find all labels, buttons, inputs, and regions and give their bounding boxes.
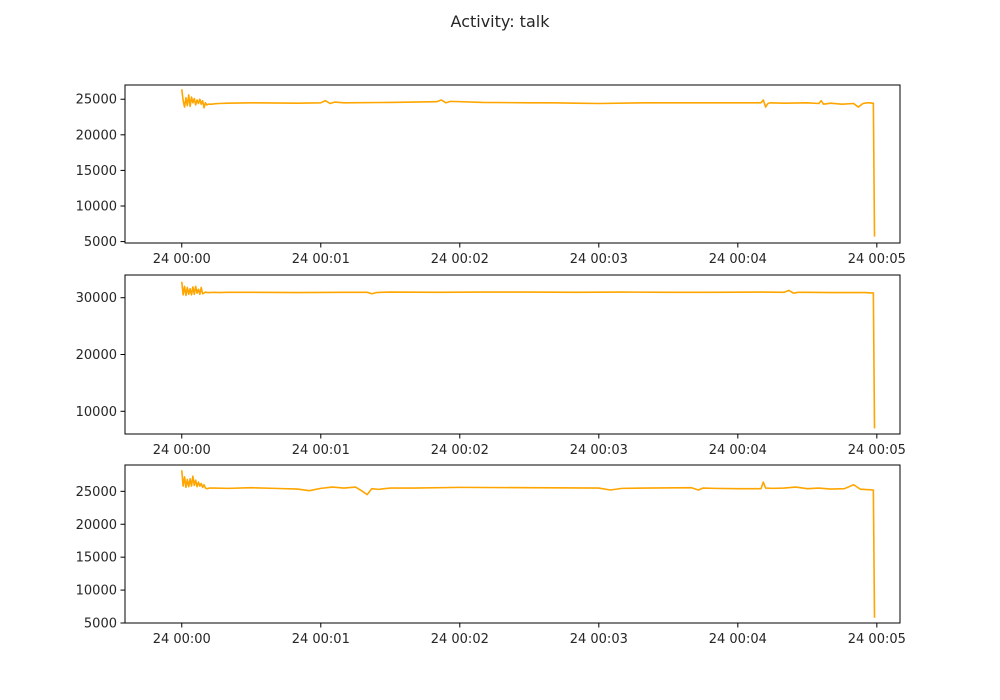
x-tick-label: 24 00:02 [431,632,489,647]
x-tick-label: 24 00:04 [709,632,767,647]
x-tick-label: 24 00:03 [570,443,628,458]
axes-frame [124,464,901,624]
x-tick-label: 24 00:03 [570,632,628,647]
x-tick-label: 24 00:05 [848,632,906,647]
subplots-group: 24 00:00 24 00:01 24 00:02 24 00:03 24 00:04… [76,84,906,647]
y-tick-label: 25000 [76,485,117,500]
axes-frame [124,84,901,244]
y-tick-label: 5000 [84,235,117,250]
y-tick-label: 20000 [76,348,117,363]
x-tick-label: 24 00:05 [848,443,906,458]
series-line-1 [180,470,876,618]
x-tick-label: 24 00:05 [848,252,906,267]
y-tick-label: 25000 [76,93,117,108]
x-tick-label: 24 00:04 [709,443,767,458]
y-tick-label: 5000 [84,617,117,632]
y-tick-label: 20000 [76,518,117,533]
y-tick-label: 10000 [76,199,117,214]
y-tick-label: 10000 [76,405,117,420]
y-tick-label: 10000 [76,584,117,599]
x-tick-label: 24 00:02 [431,443,489,458]
series-line-1 [180,89,876,237]
subplot-3: 24 00:00 24 00:01 24 00:02 24 00:03 24 00:04… [76,464,906,647]
y-tick-label: 30000 [76,291,117,306]
x-tick-label: 24 00:00 [153,252,211,267]
x-tick-label: 24 00:01 [292,632,350,647]
x-tick-label: 24 00:03 [570,252,628,267]
x-tick-label: 24 00:01 [292,252,350,267]
y-tick-label: 15000 [76,164,117,179]
x-tick-label: 24 00:00 [153,443,211,458]
figure-suptitle: Activity: talk [451,12,551,31]
subplot-1: 24 00:00 24 00:01 24 00:02 24 00:03 24 00:04… [76,84,906,267]
y-tick-label: 15000 [76,551,117,566]
subplot-2: 24 00:00 24 00:01 24 00:02 24 00:03 24 00:04… [76,274,906,458]
x-tick-label: 24 00:04 [709,252,767,267]
x-tick-label: 24 00:02 [431,252,489,267]
x-tick-label: 24 00:01 [292,443,350,458]
x-tick-label: 24 00:00 [153,632,211,647]
series-line-1 [180,281,876,429]
y-tick-label: 20000 [76,128,117,143]
